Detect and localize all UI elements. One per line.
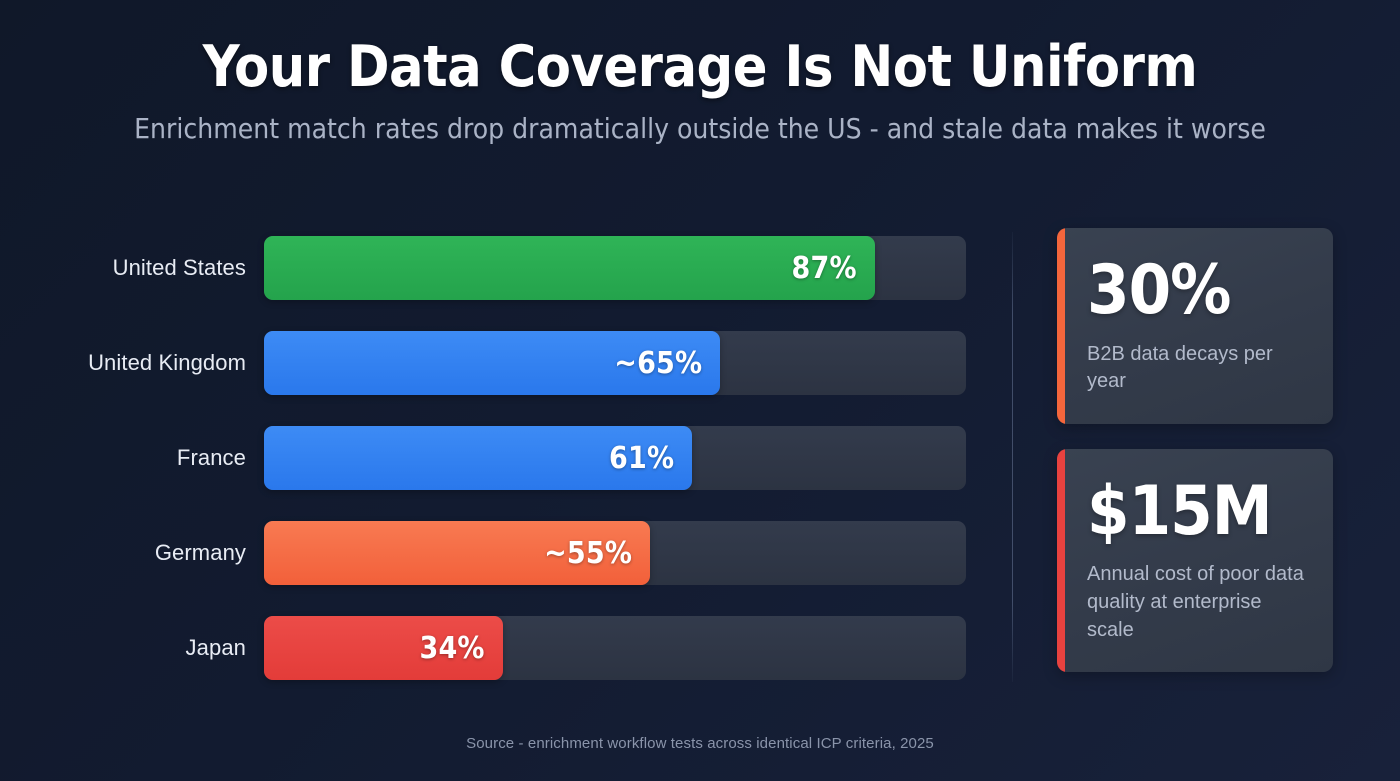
bar-value-label: 61% [609,440,675,476]
bar-value-label: ~65% [614,345,703,381]
page-subtitle: Enrichment match rates drop dramatically… [134,111,1266,145]
bar-value-label: 34% [419,630,485,666]
bar-fill: 87% [264,236,875,300]
stat-card-value: $15M [1087,471,1273,551]
stat-card: $15M Annual cost of poor data quality at … [1057,448,1333,673]
bar-value-label: 87% [791,250,857,286]
stat-card: 30% B2B data decays per year [1057,228,1333,424]
bar-fill: 34% [264,616,503,680]
bar-category-label: Germany [154,540,246,565]
bar-track: 87% [264,236,966,300]
bar-track: ~55% [264,521,966,585]
bar-track: ~65% [264,331,966,395]
page-title: Your Data Coverage Is Not Uniform [202,34,1198,100]
bar-chart: United States 87% United Kingdom ~65% France… [0,226,1000,686]
card-spacer [1057,424,1333,449]
source-note: Source - enrichment workflow tests acros… [466,735,934,752]
bar-fill: ~65% [264,331,721,395]
bar-category-label: France [176,445,246,470]
stat-card-accent-bar [1057,448,1065,673]
bar-category-label: Japan [185,635,246,660]
bar-row: United Kingdom ~65% [0,331,1000,395]
stat-card-list: 30% B2B data decays per year $15M Annual co… [1057,228,1333,673]
bar-value-label: ~55% [544,535,633,571]
stat-card-description: B2B data decays per year [1087,342,1273,393]
vertical-divider [1012,232,1013,682]
header: Your Data Coverage Is Not Uniform Enrich… [0,34,1400,145]
bar-track: 61% [264,426,966,490]
bar-category-label: United Kingdom [88,350,246,375]
bar-row: Germany ~55% [0,521,1000,585]
bar-fill: 61% [264,426,693,490]
bar-row: Japan 34% [0,616,1000,680]
bar-row: France 61% [0,426,1000,490]
stat-card-value: 30% [1087,251,1231,330]
stat-card-accent-bar [1057,228,1065,424]
bar-fill: ~55% [264,521,651,585]
bar-track: 34% [264,616,966,680]
bar-category-label: United States [112,255,246,280]
stat-card-description: Annual cost of poor data quality at ente… [1087,563,1304,641]
bar-row: United States 87% [0,236,1000,300]
